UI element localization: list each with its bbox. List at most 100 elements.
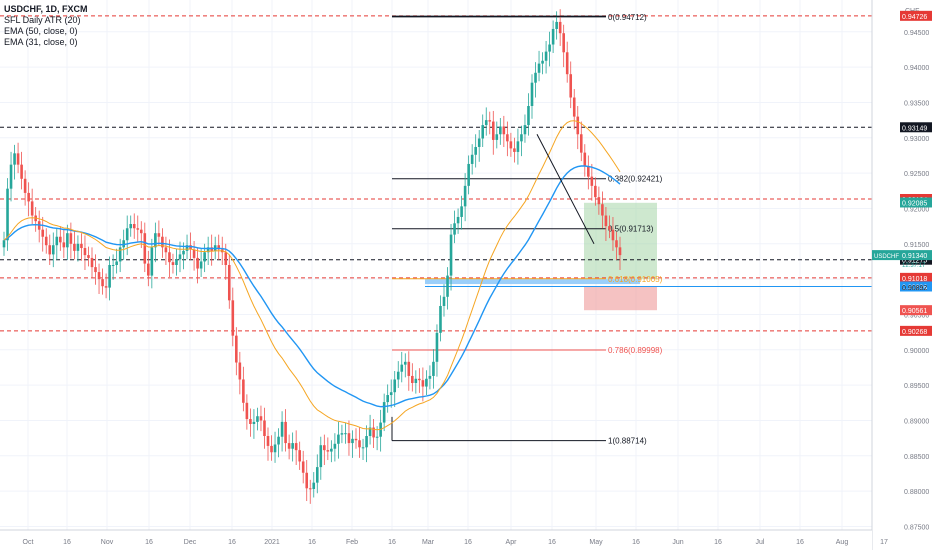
candle-up <box>13 153 16 165</box>
candle-up <box>530 82 534 106</box>
price-tag-bg <box>900 250 932 261</box>
candle-up <box>333 443 337 449</box>
candle-down <box>196 257 199 269</box>
candle-down <box>266 436 270 446</box>
candle-up <box>66 233 69 248</box>
candle-up <box>365 436 368 448</box>
price-tag-bg <box>900 305 932 316</box>
price-tick-label: 0.93000 <box>904 136 929 143</box>
candle-down <box>604 215 608 227</box>
descending-trendline <box>536 134 595 245</box>
chart-legend: USDCHF, 1D, FXCM SFL Daily ATR (20) EMA … <box>4 4 88 48</box>
time-tick-label: Jun <box>672 539 683 546</box>
time-tick-label: 16 <box>228 539 236 546</box>
candle-down <box>20 164 23 179</box>
candle-down <box>90 257 94 268</box>
price-tag-plain: 0.90892 <box>902 285 927 292</box>
price-tick-label: 0.93500 <box>904 100 929 107</box>
candle-down <box>245 402 249 420</box>
position-zones: LLPB <box>425 202 898 311</box>
price-tick-label: 0.87500 <box>904 524 929 531</box>
candle-down <box>421 380 425 387</box>
candle-down <box>83 248 87 256</box>
candle-down <box>259 416 263 421</box>
candle-down <box>615 240 618 248</box>
candle-down <box>347 433 351 444</box>
indicator-ema-31[interactable]: EMA (31, close, 0) <box>4 37 78 47</box>
candle-up <box>280 421 284 437</box>
time-tick-label: 16 <box>548 539 556 546</box>
time-tick-label: Dec <box>184 539 197 546</box>
grid <box>0 0 885 530</box>
time-tick-label: 16 <box>63 539 71 546</box>
indicator-atr[interactable]: SFL Daily ATR (20) <box>4 15 81 25</box>
candle-down <box>611 229 615 241</box>
price-tick-label: 0.88000 <box>904 489 929 496</box>
candle-down <box>562 33 565 53</box>
entry-zone <box>425 279 640 285</box>
ema-lines <box>3 120 621 431</box>
fib-label: 0.5(0.91713) <box>608 225 654 234</box>
candle-up <box>351 438 354 444</box>
candle-up <box>516 141 520 152</box>
indicator-ema-50[interactable]: EMA (50, close, 0) <box>4 26 78 36</box>
candle-down <box>583 152 587 167</box>
symbol-tag-bg <box>872 250 900 261</box>
candle-up <box>481 125 485 139</box>
candle-down <box>565 52 569 75</box>
candle-down <box>73 243 76 251</box>
fibonacci-retracement: 0(0.94712) 0.382(0.92421) 0.5(0.91713) 0.61… <box>391 13 663 446</box>
candle-down <box>80 243 83 249</box>
candle-down <box>227 265 231 301</box>
time-tick-label: 17 <box>880 539 888 546</box>
time-tick-label: 16 <box>388 539 396 546</box>
time-tick-label: 16 <box>714 539 722 546</box>
candle-up <box>340 433 344 435</box>
candle-down <box>132 224 136 229</box>
candle-up <box>527 106 530 126</box>
trendline <box>392 15 606 245</box>
candle-down <box>94 267 97 273</box>
candle-up <box>403 361 407 365</box>
candle-up <box>456 216 460 224</box>
candle-down <box>358 440 361 448</box>
candle-down <box>308 488 312 490</box>
candle-up <box>425 378 428 387</box>
candle-up <box>534 72 537 83</box>
candle-up <box>463 185 467 207</box>
candle-up <box>432 361 435 376</box>
candle-up <box>382 402 386 423</box>
time-tick-label: 16 <box>632 539 640 546</box>
candle-up <box>111 265 115 266</box>
candle-up <box>6 188 9 241</box>
candle-up <box>175 259 178 265</box>
candle-up <box>154 233 157 248</box>
candle-up <box>256 416 259 422</box>
candle-down <box>59 236 62 243</box>
time-tick-label: 16 <box>796 539 804 546</box>
candle-down <box>287 443 291 449</box>
candle-up <box>129 224 133 229</box>
candle-down <box>284 421 287 444</box>
candle-up <box>252 421 256 424</box>
price-tick-label: 0.94000 <box>904 65 929 72</box>
time-tick-label: Apr <box>506 539 518 546</box>
candle-down <box>48 245 52 255</box>
candle-up <box>400 364 404 372</box>
price-level-tag: 0.90268 <box>902 329 927 336</box>
candle-down <box>576 116 580 135</box>
candle-up <box>206 247 210 253</box>
candle-down <box>189 245 192 250</box>
candle-up <box>541 60 544 64</box>
price-tick-label: 0.92500 <box>904 171 929 178</box>
candle-down <box>231 300 235 336</box>
price-level-tag-bg <box>900 122 932 133</box>
candle-up <box>548 44 551 52</box>
price-axis[interactable]: CHF0.875000.880000.885000.890000.895000.… <box>871 0 932 550</box>
candle-down <box>305 472 309 489</box>
candle-down <box>569 74 573 98</box>
time-axis[interactable]: Oct 16 Nov 16 Dec 16 2021 16 Feb 16 Mar 16 Apr 16 May 1… <box>0 529 888 550</box>
candle-down <box>326 450 330 452</box>
candle-up <box>555 21 558 29</box>
